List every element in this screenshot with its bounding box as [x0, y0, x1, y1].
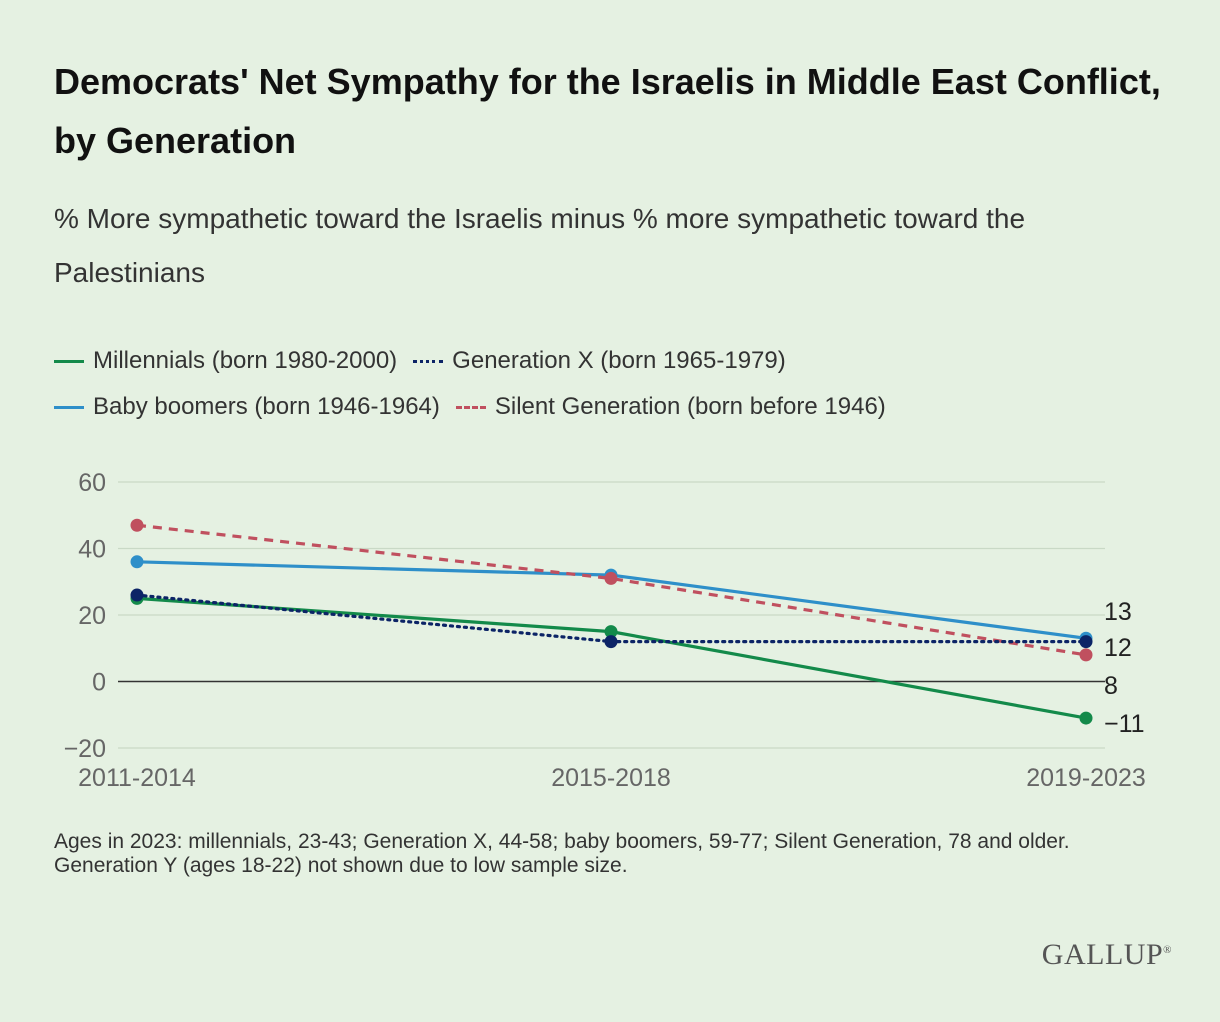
end-label-baby-boomers: 13	[1104, 598, 1132, 626]
legend-swatch-generation-x	[413, 359, 444, 363]
y-tick-label: 20	[78, 602, 106, 630]
legend-swatch-silent-generation	[455, 405, 486, 409]
end-label-silent-generation: 8	[1104, 672, 1118, 700]
x-tick-label: 2019-2023	[1026, 764, 1146, 792]
data-point-silent-generation	[1079, 648, 1093, 662]
legend-label-millennials: Millennials (born 1980-2000)	[93, 347, 398, 374]
legend-item-baby-boomers: Baby boomers (born 1946-1964)	[54, 393, 440, 421]
legend-item-generation-x: Generation X (born 1965-1979)	[413, 347, 786, 375]
data-point-millennials	[1079, 711, 1093, 725]
footnote-line-2: Generation Y (ages 18-22) not shown due …	[54, 854, 628, 877]
footnote: Ages in 2023: millennials, 23-43; Genera…	[54, 830, 1184, 878]
legend-swatch-baby-boomers	[54, 405, 84, 409]
data-point-baby-boomers	[130, 555, 144, 569]
y-tick-label: 0	[92, 669, 106, 697]
legend-label-generation-x: Generation X (born 1965-1979)	[452, 347, 786, 374]
chart-title: Democrats' Net Sympathy for the Israelis…	[54, 61, 1161, 161]
series-line-millennials	[136, 596, 1087, 720]
data-point-generation-x	[1079, 635, 1093, 649]
y-tick-label: 40	[78, 536, 106, 564]
y-tick-label: 60	[78, 469, 106, 497]
data-point-generation-x	[130, 588, 144, 602]
data-point-silent-generation	[604, 571, 618, 585]
data-point-millennials	[604, 625, 618, 639]
end-label-millennials: −11	[1104, 710, 1145, 738]
legend-label-baby-boomers: Baby boomers (born 1946-1964)	[93, 393, 440, 420]
end-label-generation-x: 12	[1104, 634, 1132, 662]
data-point-silent-generation	[130, 518, 144, 532]
x-tick-label: 2011-2014	[78, 764, 196, 792]
legend: Millennials (born 1980-2000) Generation …	[54, 338, 902, 430]
x-tick-label: 2015-2018	[551, 764, 671, 792]
gallup-logo: GALLUP®	[1041, 938, 1172, 971]
legend-item-millennials: Millennials (born 1980-2000)	[54, 347, 397, 375]
footnote-line-1: Ages in 2023: millennials, 23-43; Genera…	[54, 830, 1070, 853]
legend-row-1: Millennials (born 1980-2000) Generation …	[54, 338, 902, 384]
data-point-generation-x	[604, 635, 618, 649]
legend-row-2: Baby boomers (born 1946-1964) Silent Gen…	[54, 384, 902, 430]
legend-label-silent-generation: Silent Generation (born before 1946)	[494, 393, 886, 420]
chart-subtitle: % More sympathetic toward the Israelis m…	[54, 203, 1026, 288]
y-tick-label: −20	[64, 735, 106, 763]
legend-swatch-millennials	[54, 359, 84, 363]
legend-item-silent-generation: Silent Generation (born before 1946)	[455, 393, 886, 421]
